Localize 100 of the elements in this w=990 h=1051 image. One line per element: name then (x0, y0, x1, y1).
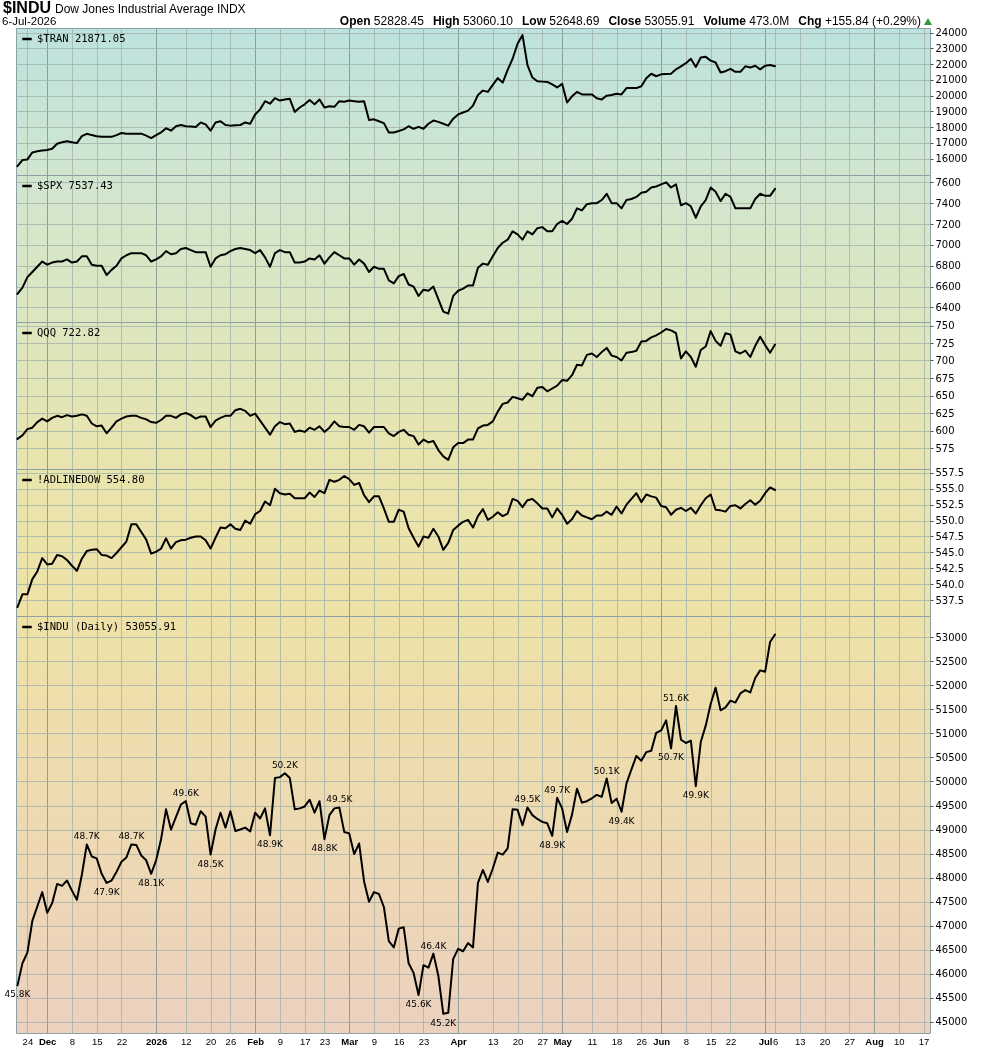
y-tick-label: 52500 (935, 655, 968, 667)
y-tick-label: 16000 (935, 153, 968, 165)
data-label: 49.5K (514, 794, 542, 805)
data-label: 49.7K (544, 784, 572, 795)
x-tick-label: Jul (758, 1035, 773, 1047)
y-tick-label: 48500 (935, 848, 968, 860)
y-tick-label: 47000 (935, 920, 968, 932)
x-tick-label: 11 (587, 1035, 598, 1047)
y-tick-label: 7400 (935, 197, 961, 209)
x-tick-label: 10 (894, 1035, 905, 1047)
y-tick-label: 49000 (935, 824, 968, 836)
line-series (16, 475, 777, 609)
x-tick-label: 17 (918, 1035, 930, 1047)
y-tick-label: 557.5 (935, 467, 965, 479)
legend-label: !ADLINEDOW 554.80 (37, 473, 145, 485)
y-tick-label: 48000 (935, 872, 968, 884)
data-label: 48.9K (257, 839, 285, 850)
text: Chg +155.84 (+0.29%) (798, 14, 921, 28)
x-tick-label: 13 (488, 1035, 499, 1047)
y-tick-label: 7000 (935, 239, 961, 251)
text: 6-Jul-2026 (2, 15, 57, 28)
data-label: 45.2K (430, 1017, 458, 1028)
y-tick-label: 6600 (935, 281, 961, 293)
y-tick-label: 19000 (935, 105, 968, 117)
y-tick-label: 600 (935, 425, 955, 436)
x-tick-label: 9 (371, 1035, 378, 1047)
x-tick-label: Jun (653, 1035, 671, 1047)
y-tick-label: 7600 (935, 176, 961, 188)
data-label: 50.1K (593, 765, 621, 776)
x-tick-label: Aug (865, 1035, 884, 1047)
line-series (16, 328, 777, 461)
text: Low 52648.69 (521, 14, 600, 28)
data-label: 48.5K (197, 858, 225, 869)
data-label: 48.7K (73, 831, 101, 842)
y-tick-label: 50000 (935, 775, 968, 787)
x-tick-label: 6 (772, 1035, 779, 1047)
x-tick-label: 13 (794, 1035, 806, 1047)
x-tick-label: 16 (393, 1035, 405, 1047)
y-tick-label: 46000 (935, 968, 968, 980)
x-tick-label: 23 (319, 1035, 331, 1047)
y-tick-label: 555.0 (935, 483, 965, 495)
y-tick-label: 575 (935, 442, 955, 454)
x-tick-label: 20 (819, 1035, 831, 1047)
x-tick-label: 26 (636, 1035, 648, 1047)
y-tick-label: 547.5 (935, 530, 965, 542)
data-label: 49.4K (608, 815, 636, 826)
y-tick-label: 51000 (935, 727, 968, 739)
x-tick-label: 20 (512, 1035, 524, 1047)
y-tick-label: 18000 (935, 121, 968, 133)
y-tick-label: 550.0 (935, 515, 965, 527)
y-tick-label: 24000 (935, 27, 968, 39)
data-label: 48.8K (311, 843, 339, 854)
y-tick-label: 700 (935, 355, 955, 366)
legend-label: $TRAN 21871.05 (37, 32, 126, 44)
data-label: 49.5K (326, 794, 354, 805)
line-series (16, 34, 777, 168)
x-tick-label: 27 (844, 1035, 856, 1047)
text: High 53060.10 (432, 14, 513, 28)
y-tick-label: 52000 (935, 679, 968, 691)
y-tick-label: 537.5 (935, 594, 965, 606)
y-tick-label: 650 (935, 390, 955, 401)
x-tick-label: Mar (341, 1035, 359, 1047)
data-label: 48.1K (138, 877, 166, 888)
y-tick-label: 46500 (935, 944, 968, 956)
x-tick-label: May (553, 1035, 573, 1047)
legend-label: $INDU (Daily) 53055.91 (37, 620, 177, 632)
x-tick-label: 8 (683, 1035, 690, 1047)
data-label: 47.9K (93, 886, 121, 897)
y-tick-label: 49500 (935, 800, 968, 811)
x-tick-label: 22 (116, 1035, 128, 1047)
y-tick-label: 725 (935, 337, 955, 349)
x-tick-label: Feb (247, 1035, 265, 1047)
text: Open 52828.45 (339, 14, 424, 28)
y-tick-label: 7200 (935, 218, 961, 230)
y-tick-label: 625 (935, 407, 955, 419)
text: Dow Jones Industrial Average INDX (55, 2, 246, 16)
text: Volume 473.0M (703, 14, 790, 28)
y-tick-label: 552.5 (935, 499, 965, 511)
x-tick-label: 22 (725, 1035, 737, 1047)
y-tick-label: 23000 (935, 42, 968, 54)
data-label: 48.7K (118, 831, 146, 842)
y-tick-label: 50500 (935, 751, 968, 763)
legend-label: QQQ 722.82 (37, 326, 101, 338)
data-label: 45.6K (405, 999, 433, 1009)
y-tick-label: 675 (935, 372, 955, 384)
data-label: 48.9K (539, 839, 567, 850)
data-label: 45.8K (4, 989, 32, 1000)
x-tick-label: 15 (705, 1035, 717, 1047)
y-tick-label: 53000 (935, 631, 968, 643)
text: Close 53055.91 (608, 14, 695, 28)
x-tick-label: 8 (69, 1035, 76, 1047)
y-tick-label: 45000 (935, 1016, 968, 1028)
data-label: 46.4K (420, 940, 448, 951)
x-tick-label: 27 (537, 1035, 549, 1047)
data-label: 49.9K (682, 790, 710, 801)
text: $INDU (3, 0, 52, 16)
y-tick-label: 21000 (935, 74, 968, 86)
y-tick-label: 545.0 (935, 546, 965, 558)
x-tick-label: 23 (418, 1035, 430, 1047)
y-tick-label: 6800 (935, 260, 961, 272)
